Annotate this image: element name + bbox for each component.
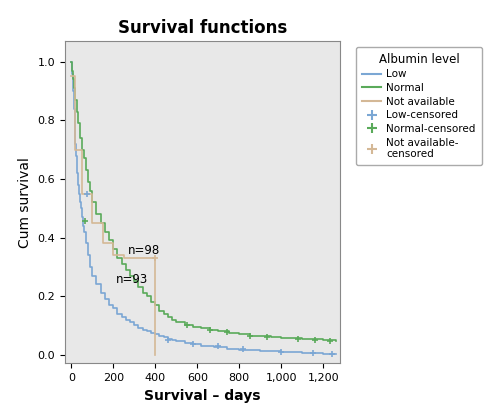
Legend: Low, Normal, Not available, Low-censored, Normal-censored, Not available-
censor: Low, Normal, Not available, Low-censored…: [356, 47, 482, 166]
Text: n=93: n=93: [116, 273, 148, 286]
Y-axis label: Cum survival: Cum survival: [18, 157, 32, 248]
Title: Survival functions: Survival functions: [118, 19, 287, 37]
Text: n=98: n=98: [128, 244, 160, 256]
X-axis label: Survival – days: Survival – days: [144, 389, 261, 403]
